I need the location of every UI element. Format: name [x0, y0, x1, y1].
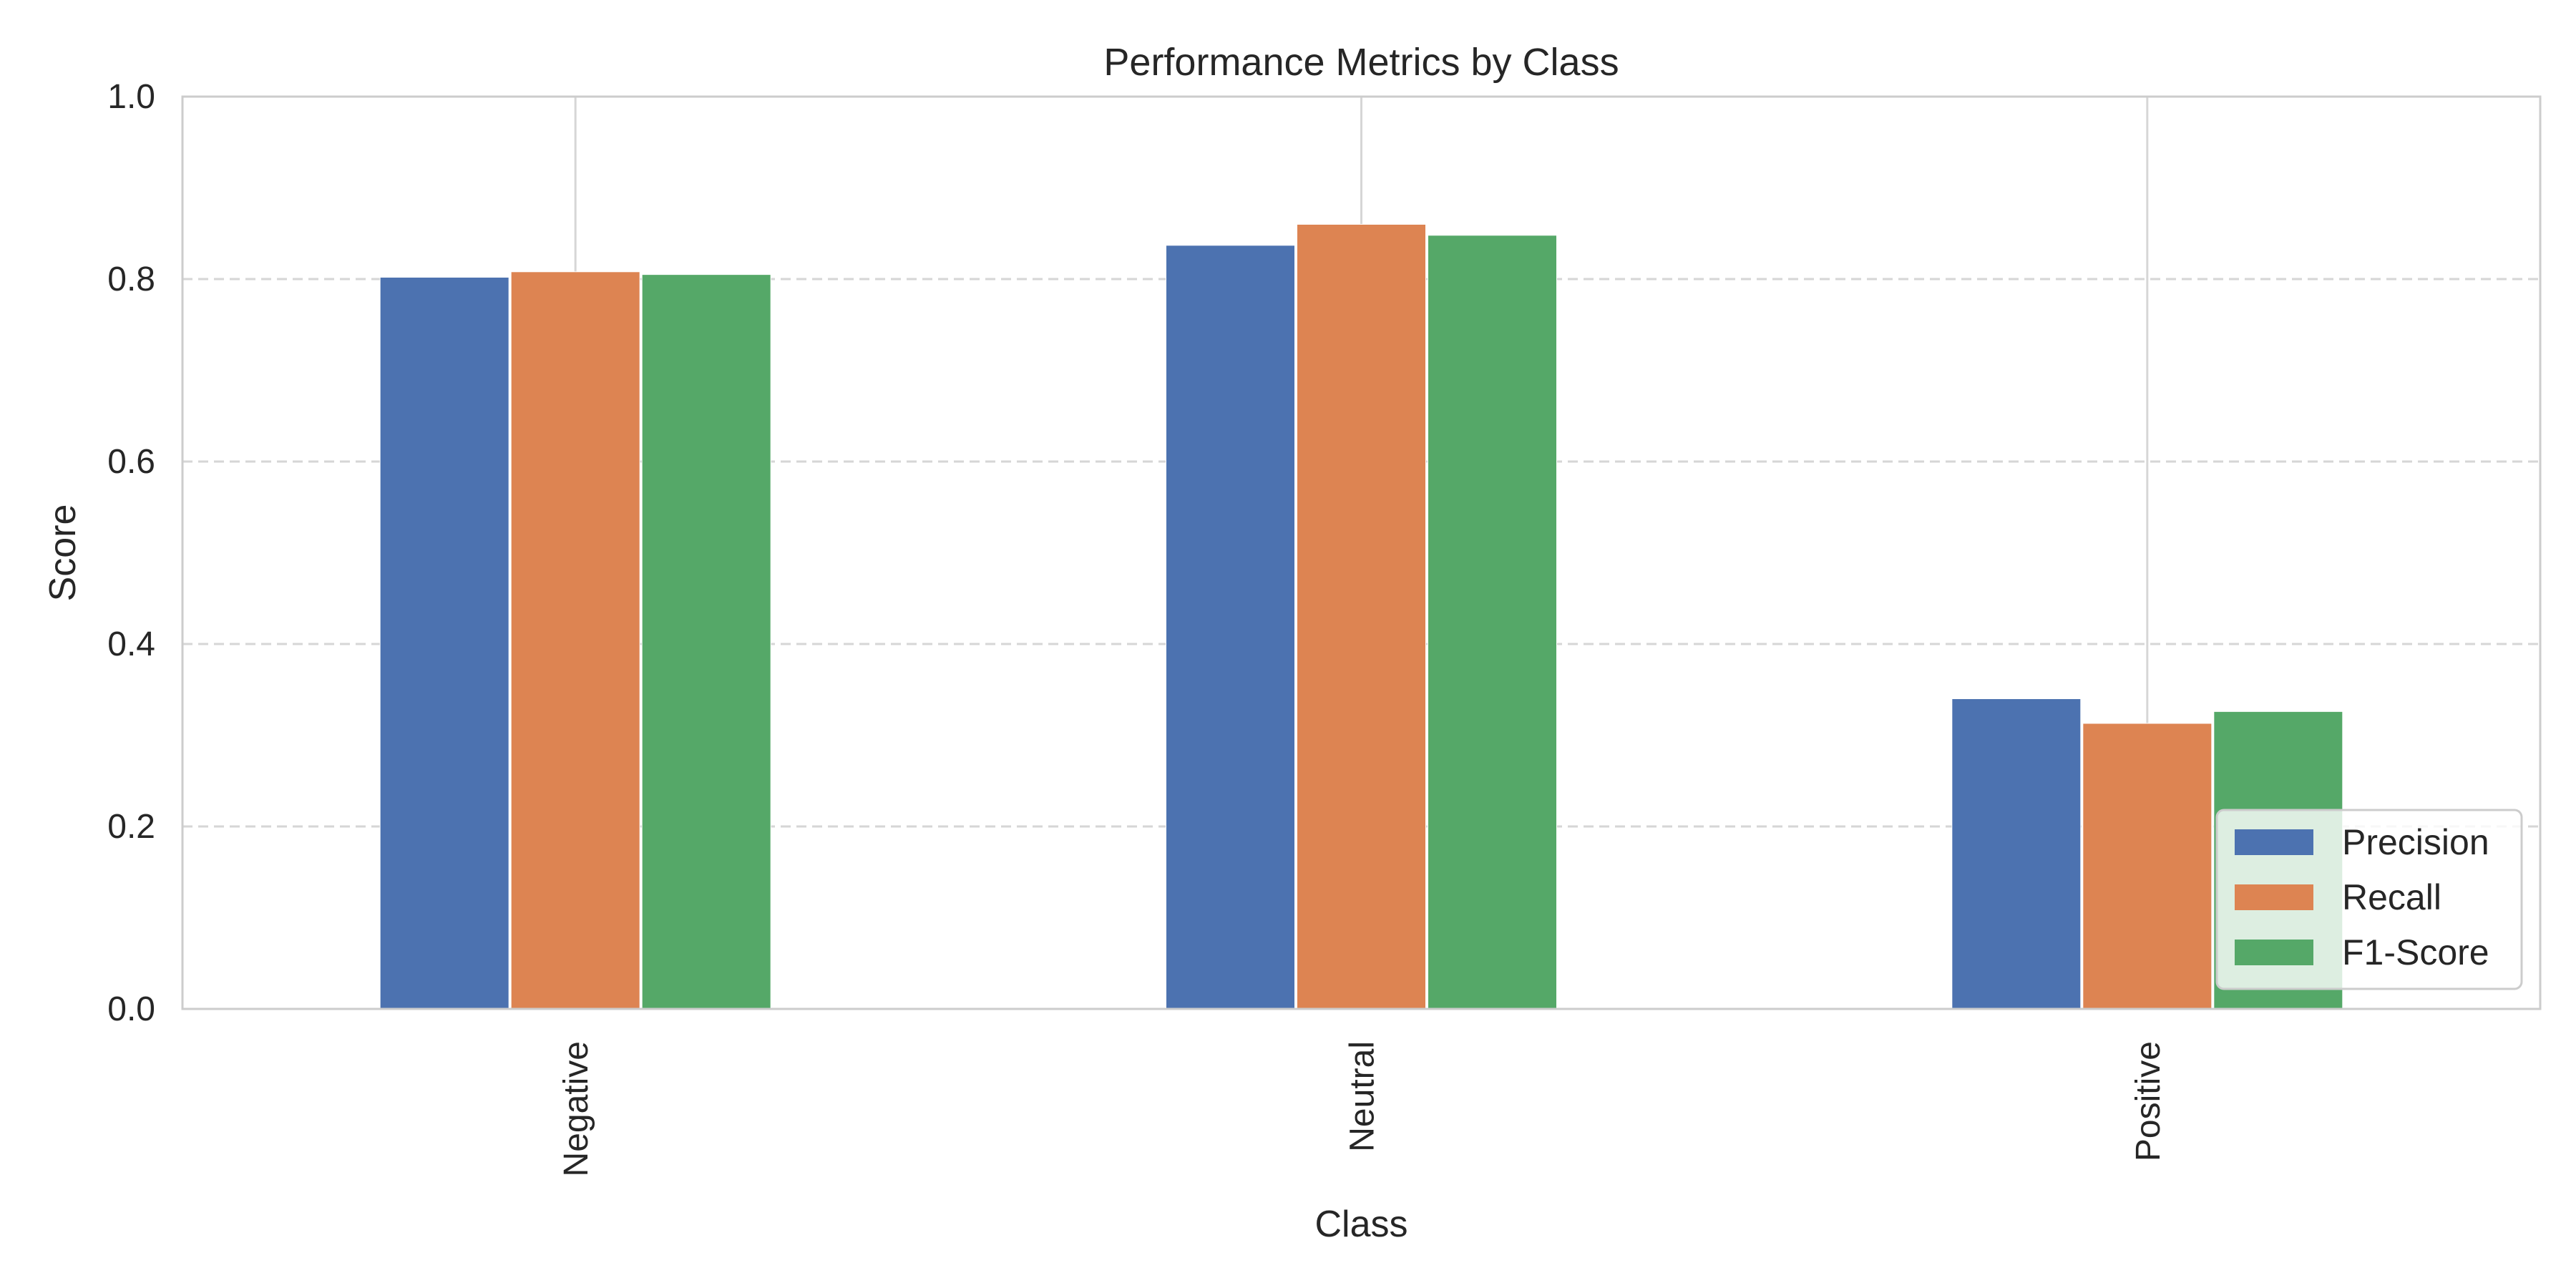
x-tick-label: Negative [557, 1041, 595, 1176]
bar-precision-positive [1951, 698, 2082, 1010]
y-tick-label: 0.6 [107, 443, 155, 481]
legend-label: F1-Score [2342, 932, 2489, 972]
y-tick-label: 0.4 [107, 625, 155, 663]
x-tick-label: Positive [2129, 1041, 2167, 1161]
y-ticks: 0.0 0.2 0.4 0.6 0.8 1.0 [107, 78, 155, 1028]
y-axis-label: Score [42, 504, 84, 602]
y-tick-label: 1.0 [107, 78, 155, 116]
y-tick-label: 0.0 [107, 990, 155, 1028]
legend-swatch [2235, 884, 2313, 910]
x-ticks: Negative Neutral Positive [557, 1041, 2167, 1176]
chart-title: Performance Metrics by Class [1103, 41, 1619, 84]
bar-recall-positive [2082, 723, 2212, 1010]
bar-f1-score-negative [641, 274, 771, 1010]
legend: Precision Recall F1-Score [2215, 809, 2523, 990]
legend-swatch [2235, 829, 2313, 855]
legend-swatch [2235, 940, 2313, 965]
plot-frame [181, 95, 2542, 1010]
bar-recall-negative [510, 271, 640, 1010]
bar-precision-neutral [1166, 245, 1295, 1010]
legend-label: Precision [2342, 822, 2489, 862]
bar-precision-negative [379, 276, 509, 1010]
y-tick-label: 0.2 [107, 808, 155, 846]
x-tick-label: Neutral [1344, 1041, 1382, 1152]
legend-label: Recall [2342, 877, 2441, 917]
bar-recall-neutral [1297, 224, 1426, 1010]
bars [379, 224, 2343, 1010]
bar-f1-score-neutral [1428, 235, 1557, 1010]
x-axis-label: Class [1314, 1204, 1407, 1245]
y-tick-label: 0.8 [107, 260, 155, 298]
